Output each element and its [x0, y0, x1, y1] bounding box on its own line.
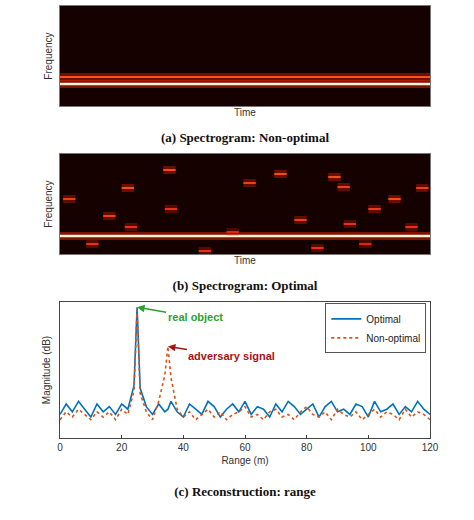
svg-text:Magnitude (dB): Magnitude (dB): [41, 336, 52, 404]
svg-text:Optimal: Optimal: [366, 314, 400, 325]
svg-text:20: 20: [116, 442, 128, 453]
svg-text:Non-optimal: Non-optimal: [366, 333, 420, 344]
svg-text:Time: Time: [234, 107, 256, 118]
svg-text:adversary signal: adversary signal: [188, 350, 275, 362]
html-text:(b) Spectrogram: Optimal: (b) Spectrogram: Optimal: [172, 278, 318, 293]
svg-text:100: 100: [360, 442, 377, 453]
svg-text:Time: Time: [234, 255, 256, 266]
svg-text:60: 60: [239, 442, 251, 453]
svg-text:Range (m): Range (m): [221, 455, 268, 466]
svg-text:real object: real object: [168, 311, 223, 323]
svg-text:120: 120: [422, 442, 439, 453]
svg-text:40: 40: [178, 442, 190, 453]
svg-text:0: 0: [57, 442, 63, 453]
svg-text:Frequency: Frequency: [43, 32, 54, 79]
html-text:(a) Spectrogram: Non-optimal: (a) Spectrogram: Non-optimal: [161, 130, 329, 145]
svg-text:Frequency: Frequency: [43, 180, 54, 227]
svg-text:80: 80: [301, 442, 313, 453]
html-text:(c) Reconstruction: range: (c) Reconstruction: range: [174, 484, 316, 499]
